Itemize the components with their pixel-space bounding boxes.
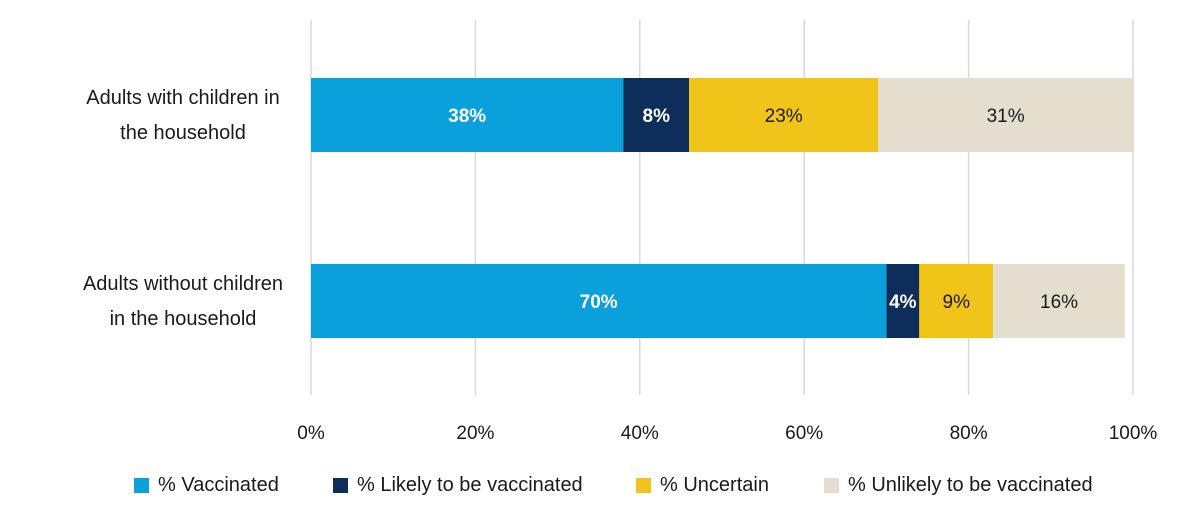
bar-segment bbox=[623, 78, 690, 152]
data-label: 9% bbox=[943, 292, 971, 313]
bar-segment bbox=[689, 78, 879, 152]
category-label: Adults without children bbox=[83, 273, 283, 295]
bar-segment bbox=[886, 264, 920, 338]
legend-swatch bbox=[824, 477, 839, 493]
x-tick-label: 100% bbox=[1109, 423, 1158, 444]
data-label: 4% bbox=[889, 292, 917, 313]
legend-swatch bbox=[636, 477, 651, 493]
legend-label: % Uncertain bbox=[660, 473, 769, 496]
bar-segment bbox=[878, 78, 1133, 152]
data-label: 8% bbox=[643, 106, 671, 127]
legend-swatch bbox=[333, 477, 348, 493]
data-label: 31% bbox=[987, 106, 1025, 127]
bar-segment bbox=[311, 264, 887, 338]
bar-segment bbox=[919, 264, 994, 338]
legend-item: % Likely to be vaccinated bbox=[333, 470, 583, 500]
legend-item: % Uncertain bbox=[636, 470, 769, 500]
data-label: 70% bbox=[580, 292, 618, 313]
legend-item: % Unlikely to be vaccinated bbox=[824, 470, 1093, 500]
x-tick-label: 80% bbox=[950, 423, 988, 444]
category-label: Adults with children in bbox=[86, 87, 279, 109]
bar-segment bbox=[311, 78, 624, 152]
legend-label: % Unlikely to be vaccinated bbox=[848, 473, 1093, 496]
category-label: the household bbox=[120, 122, 246, 144]
x-tick-label: 40% bbox=[621, 423, 659, 444]
category-label: in the household bbox=[110, 308, 257, 330]
data-label: 38% bbox=[448, 106, 486, 127]
bar-segment bbox=[993, 264, 1125, 338]
legend-label: % Vaccinated bbox=[158, 473, 279, 496]
legend-swatch bbox=[134, 477, 149, 493]
data-label: 16% bbox=[1040, 292, 1078, 313]
data-label: 23% bbox=[765, 106, 803, 127]
x-tick-label: 0% bbox=[297, 423, 325, 444]
x-tick-label: 20% bbox=[456, 423, 494, 444]
chart-legend: % Vaccinated % Likely to be vaccinated % U… bbox=[0, 470, 1177, 500]
legend-item: % Vaccinated bbox=[134, 470, 279, 500]
legend-label: % Likely to be vaccinated bbox=[357, 473, 583, 496]
x-tick-label: 60% bbox=[785, 423, 823, 444]
